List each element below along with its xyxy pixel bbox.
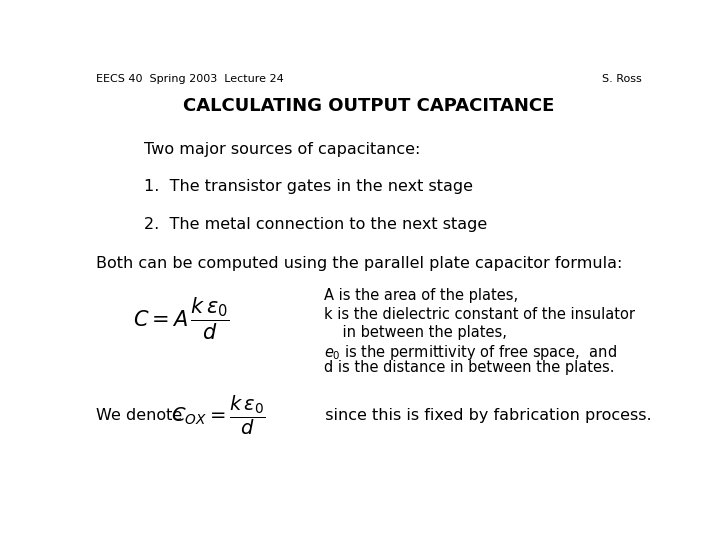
Text: Both can be computed using the parallel plate capacitor formula:: Both can be computed using the parallel … xyxy=(96,256,623,271)
Text: 2.  The metal connection to the next stage: 2. The metal connection to the next stag… xyxy=(144,217,487,232)
Text: S. Ross: S. Ross xyxy=(602,74,642,84)
Text: Two major sources of capacitance:: Two major sources of capacitance: xyxy=(144,142,420,157)
Text: d is the distance in between the plates.: d is the distance in between the plates. xyxy=(324,361,615,375)
Text: since this is fixed by fabrication process.: since this is fixed by fabrication proce… xyxy=(315,408,652,423)
Text: We denote: We denote xyxy=(96,408,193,423)
Text: in between the plates,: in between the plates, xyxy=(324,325,507,340)
Text: A is the area of the plates,: A is the area of the plates, xyxy=(324,288,518,303)
Text: CALCULATING OUTPUT CAPACITANCE: CALCULATING OUTPUT CAPACITANCE xyxy=(184,97,554,115)
Text: EECS 40  Spring 2003  Lecture 24: EECS 40 Spring 2003 Lecture 24 xyxy=(96,74,284,84)
Text: $e_0$ is the permittivity of free space,  and: $e_0$ is the permittivity of free space,… xyxy=(324,343,617,362)
Text: 1.  The transistor gates in the next stage: 1. The transistor gates in the next stag… xyxy=(144,179,473,194)
Text: $C_{OX} = \dfrac{k\,\varepsilon_0}{d}$: $C_{OX} = \dfrac{k\,\varepsilon_0}{d}$ xyxy=(171,394,266,437)
Text: $C = A\,\dfrac{k\,\varepsilon_0}{d}$: $C = A\,\dfrac{k\,\varepsilon_0}{d}$ xyxy=(132,296,229,342)
Text: k is the dielectric constant of the insulator: k is the dielectric constant of the insu… xyxy=(324,307,635,322)
